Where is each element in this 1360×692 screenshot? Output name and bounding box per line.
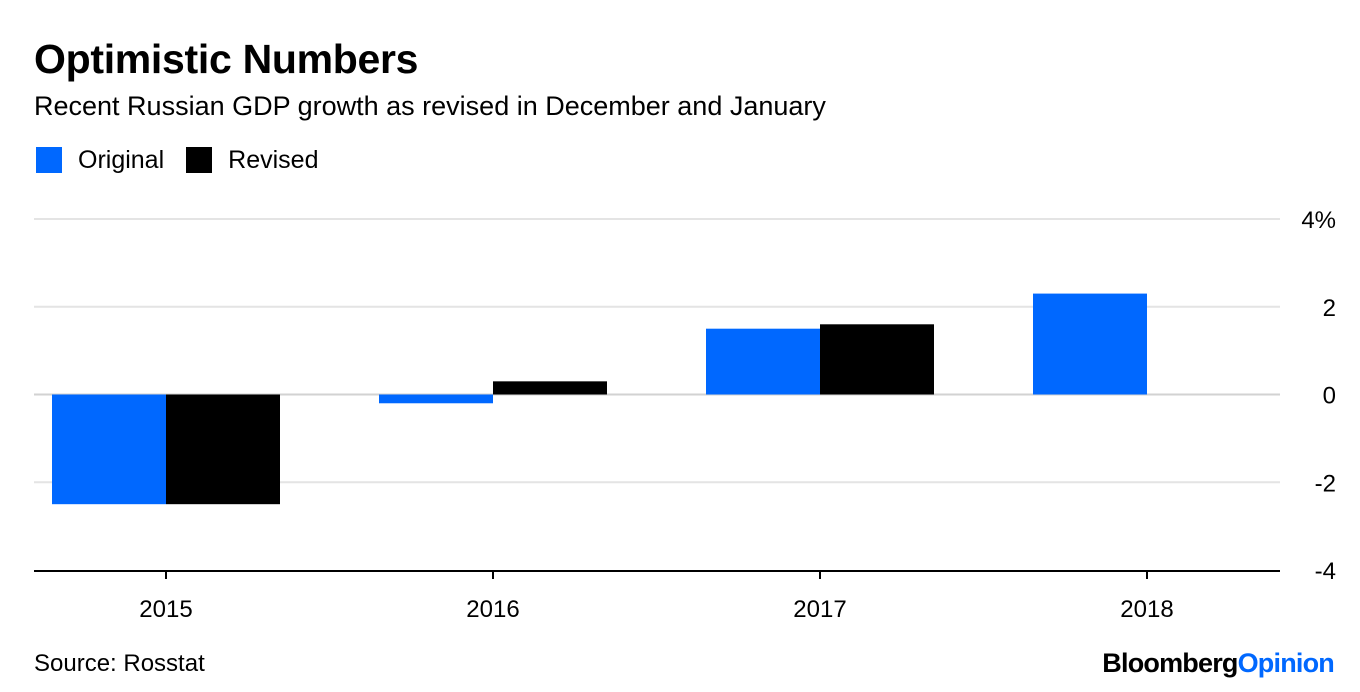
bar xyxy=(166,394,280,505)
x-tick-label: 2016 xyxy=(466,596,519,623)
brand-logo-bloomberg: Bloomberg xyxy=(1102,648,1238,678)
chart-subtitle: Recent Russian GDP growth as revised in … xyxy=(34,91,826,121)
legend-label-revised: Revised xyxy=(228,145,319,174)
x-tick-label: 2017 xyxy=(793,596,846,623)
bar xyxy=(1033,293,1147,395)
bar xyxy=(493,381,607,395)
chart-title: Optimistic Numbers xyxy=(34,36,419,82)
y-tick-label: -4 xyxy=(1315,558,1336,585)
bar xyxy=(379,394,493,404)
x-tick-label: 2015 xyxy=(139,596,192,623)
y-tick-label: 2 xyxy=(1323,295,1336,322)
y-tick-label: -2 xyxy=(1315,470,1336,497)
brand-logo-opinion: Opinion xyxy=(1237,648,1335,678)
legend-item-revised: Revised xyxy=(186,146,318,175)
x-tick-label: 2018 xyxy=(1120,596,1173,623)
bar xyxy=(52,394,166,505)
source-note: Source: Rosstat xyxy=(34,650,205,677)
y-tick-label: 4% xyxy=(1301,207,1336,234)
legend-label-original: Original xyxy=(78,145,165,174)
bar xyxy=(820,324,934,395)
brand-logo: BloombergOpinion xyxy=(1102,646,1335,680)
legend-item-original: Original xyxy=(36,146,164,175)
legend: Original Revised xyxy=(36,143,340,177)
legend-swatch-original xyxy=(36,147,62,173)
bar xyxy=(706,328,820,395)
y-tick-label: 0 xyxy=(1323,383,1336,410)
legend-swatch-revised xyxy=(186,147,213,173)
